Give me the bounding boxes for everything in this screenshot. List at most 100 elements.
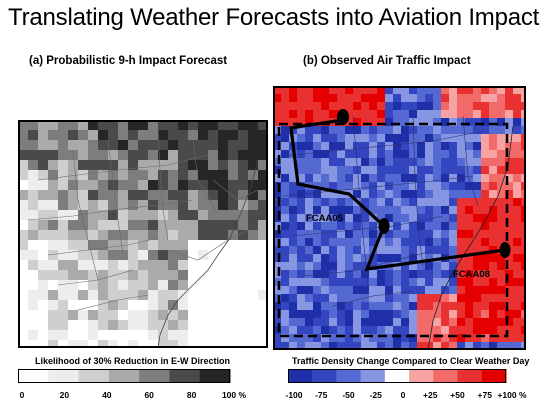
grid-cell xyxy=(281,230,289,238)
grid-cell xyxy=(108,140,118,150)
grid-cell xyxy=(345,278,353,286)
grid-cell xyxy=(88,160,98,170)
grid-cell xyxy=(449,310,457,318)
grid-cell xyxy=(337,326,345,334)
grid-cell xyxy=(321,134,329,142)
grid-cell xyxy=(505,310,513,318)
grid-cell xyxy=(188,270,198,280)
grid-cell xyxy=(198,130,208,140)
grid-cell xyxy=(481,134,489,142)
grid-cell xyxy=(417,278,425,286)
grid-cell xyxy=(273,270,281,278)
grid-cell xyxy=(345,222,353,230)
grid-cell xyxy=(369,238,377,246)
grid-cell xyxy=(321,110,329,118)
grid-cell xyxy=(178,160,188,170)
grid-cell xyxy=(218,170,228,180)
grid-cell xyxy=(238,320,248,330)
grid-cell xyxy=(441,334,449,342)
grid-cell xyxy=(138,230,148,240)
grid-cell xyxy=(321,102,329,110)
grid-cell xyxy=(345,262,353,270)
grid-cell xyxy=(401,286,409,294)
grid-cell xyxy=(457,254,465,262)
grid-cell xyxy=(248,130,258,140)
grid-cell xyxy=(401,86,409,94)
grid-cell xyxy=(449,174,457,182)
grid-cell xyxy=(377,334,385,342)
grid-cell xyxy=(425,262,433,270)
grid-cell xyxy=(369,310,377,318)
grid-cell xyxy=(353,126,361,134)
grid-cell xyxy=(401,270,409,278)
grid-cell xyxy=(313,326,321,334)
grid-cell xyxy=(329,310,337,318)
grid-cell xyxy=(88,140,98,150)
grid-cell xyxy=(321,286,329,294)
grid-cell xyxy=(417,318,425,326)
grid-cell xyxy=(433,238,441,246)
grid-cell xyxy=(305,86,313,94)
grid-cell xyxy=(273,102,281,110)
grid-cell xyxy=(208,320,218,330)
grid-cell xyxy=(38,330,48,340)
grid-cell xyxy=(78,140,88,150)
colorbar-swatch xyxy=(108,369,140,383)
grid-cell xyxy=(238,140,248,150)
grid-cell xyxy=(18,140,28,150)
grid-cell xyxy=(158,170,168,180)
grid-cell xyxy=(377,86,385,94)
grid-cell xyxy=(441,310,449,318)
grid-cell xyxy=(409,94,417,102)
grid-cell xyxy=(281,86,289,94)
grid-cell xyxy=(345,118,353,126)
grid-cell xyxy=(188,260,198,270)
grid-cell xyxy=(385,318,393,326)
grid-cell xyxy=(28,260,38,270)
grid-cell xyxy=(377,174,385,182)
grid-cell xyxy=(337,342,345,350)
grid-cell xyxy=(369,278,377,286)
grid-cell xyxy=(329,254,337,262)
grid-cell xyxy=(361,198,369,206)
grid-cell xyxy=(465,318,473,326)
grid-cell xyxy=(238,190,248,200)
grid-cell xyxy=(218,180,228,190)
grid-cell xyxy=(441,342,449,350)
grid-cell xyxy=(228,270,238,280)
grid-cell xyxy=(48,120,58,130)
grid-cell xyxy=(361,150,369,158)
grid-cell xyxy=(98,290,108,300)
grid-cell xyxy=(521,110,526,118)
grid-cell xyxy=(281,286,289,294)
grid-cell xyxy=(433,86,441,94)
grid-cell xyxy=(473,102,481,110)
grid-cell xyxy=(158,250,168,260)
grid-cell xyxy=(369,198,377,206)
grid-cell xyxy=(218,300,228,310)
grid-cell xyxy=(497,166,505,174)
grid-cell xyxy=(465,254,473,262)
grid-cell xyxy=(329,318,337,326)
grid-cell xyxy=(18,190,28,200)
grid-cell xyxy=(321,206,329,214)
grid-cell xyxy=(441,158,449,166)
grid-cell xyxy=(417,94,425,102)
grid-cell xyxy=(497,334,505,342)
grid-cell xyxy=(417,294,425,302)
grid-cell xyxy=(198,160,208,170)
grid-cell xyxy=(401,182,409,190)
grid-cell xyxy=(329,342,337,350)
grid-cell xyxy=(489,342,497,350)
grid-cell xyxy=(198,320,208,330)
grid-cell xyxy=(401,198,409,206)
grid-cell xyxy=(489,166,497,174)
grid-cell xyxy=(497,206,505,214)
grid-cell xyxy=(228,130,238,140)
grid-cell xyxy=(158,270,168,280)
grid-cell xyxy=(78,120,88,130)
grid-cell xyxy=(345,254,353,262)
grid-cell xyxy=(208,180,218,190)
grid-cell xyxy=(188,290,198,300)
grid-cell xyxy=(289,86,297,94)
